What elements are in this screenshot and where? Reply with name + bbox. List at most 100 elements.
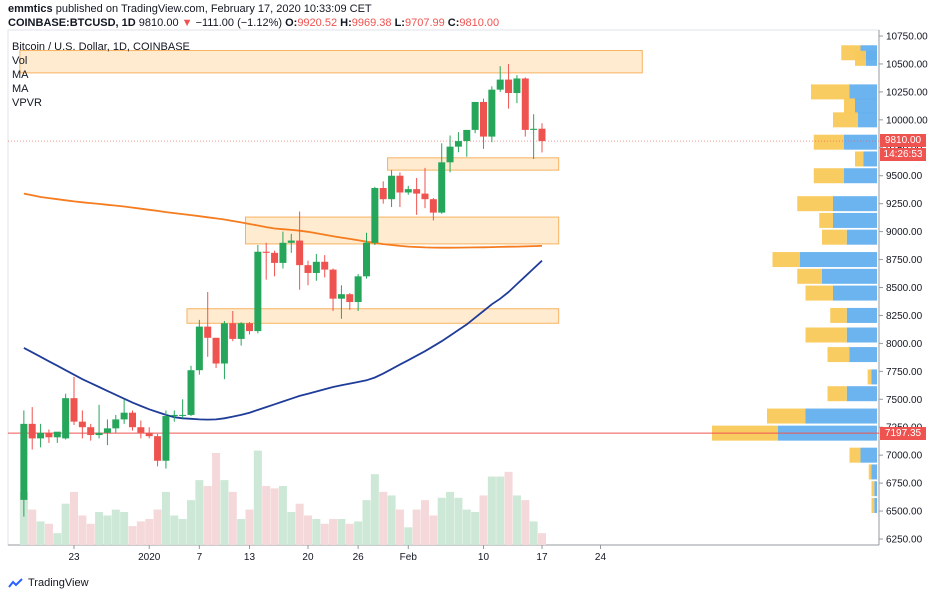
candle-body [454, 141, 462, 147]
y-tick-label: 6500.00 [886, 507, 923, 518]
volume-bar [420, 500, 429, 545]
change-label: −111.00 (−1.12%) [195, 17, 283, 29]
candle-body [312, 261, 320, 273]
volume-bar [437, 497, 446, 545]
volume-bar [36, 521, 45, 545]
candle-body [229, 323, 237, 339]
volume-bar [521, 500, 530, 545]
volume-bar [429, 515, 438, 545]
y-tick-label: 8250.00 [886, 311, 923, 322]
countdown-tag: 14:26:53 [880, 148, 926, 162]
vpvr-down-bar [849, 447, 861, 463]
candle-body [513, 78, 521, 94]
candle-body [187, 370, 195, 415]
vpvr-down-bar [855, 50, 866, 66]
vpvr-down-bar [830, 307, 847, 323]
vpvr-up-bar [849, 347, 877, 363]
volume-bar [345, 523, 354, 545]
vpvr-down-bar [813, 134, 844, 150]
vpvr-up-bar [844, 134, 877, 150]
vpvr-down-bar [867, 369, 872, 385]
vpvr-up-bar [833, 285, 877, 301]
volume-bar [537, 533, 546, 545]
candle-body [128, 412, 136, 428]
open-value: 9920.52 [297, 17, 338, 29]
candle-body [37, 432, 45, 439]
support-resistance-zone [387, 157, 560, 171]
vpvr-up-bar [846, 229, 877, 245]
volume-bar [295, 503, 304, 545]
vpvr-up-bar [857, 112, 877, 128]
volume-bar [312, 519, 321, 545]
candle-body [287, 240, 295, 243]
candle-body [296, 240, 304, 266]
vpvr-down-bar [819, 212, 833, 228]
x-tick-label: 23 [68, 552, 80, 563]
volume-bar [170, 515, 179, 545]
vpvr-down-bar [811, 84, 850, 100]
candle-body [145, 432, 153, 437]
volume-bar [120, 511, 129, 545]
legend-item-ma-2[interactable]: MA [12, 83, 29, 95]
candle-body [112, 419, 120, 429]
volume-bar [245, 509, 254, 545]
volume-bar [479, 495, 488, 545]
candle-body [95, 432, 103, 436]
publish-text: published on TradingView.com, February 1… [55, 3, 372, 15]
y-tick-label: 7750.00 [886, 367, 923, 378]
legend-item-vol[interactable]: Vol [12, 55, 28, 67]
volume-bar [136, 521, 145, 545]
volume-bar [195, 480, 204, 545]
volume-bar [161, 491, 170, 545]
down-arrow-icon: ▼ [181, 17, 193, 29]
volume-bar [471, 511, 480, 545]
y-tick-label: 10750.00 [886, 32, 928, 43]
candle-body [505, 79, 513, 94]
vpvr-up-bar [866, 50, 877, 66]
candle-body [20, 423, 28, 500]
volume-bar [354, 521, 363, 545]
vpvr-down-bar [844, 98, 855, 114]
candle-body [120, 412, 128, 420]
volume-bar [28, 509, 37, 545]
volume-bar [220, 480, 229, 545]
y-tick-label: 6250.00 [886, 535, 923, 546]
symbol-label: COINBASE:BTCUSD, 1D [8, 17, 136, 29]
candle-body [262, 251, 270, 253]
vpvr-up-bar [871, 369, 877, 385]
volume-bar [303, 515, 312, 545]
vpvr-down-bar [855, 151, 864, 167]
vpvr-up-bar [871, 464, 877, 480]
vpvr-up-bar [863, 151, 877, 167]
ohlc-bar: COINBASE:BTCUSD, 1D 9810.00 ▼ −111.00 (−… [8, 16, 499, 30]
legend-item-vpvr[interactable]: VPVR [12, 97, 42, 109]
candle-body [379, 188, 387, 200]
volume-bar [103, 515, 112, 545]
legend-item-ma-1[interactable]: MA [12, 69, 29, 81]
candle-body [321, 261, 329, 270]
volume-bar [61, 503, 70, 545]
footer-brand: TradingView [28, 577, 89, 589]
tradingview-logo-icon [8, 578, 23, 588]
candle-body [496, 79, 504, 90]
volume-bar [86, 523, 95, 545]
candle-body [87, 427, 95, 436]
close-value: 9810.00 [459, 17, 500, 29]
vpvr-up-bar [833, 212, 877, 228]
volume-bar [70, 491, 78, 545]
y-tick-label: 8750.00 [886, 255, 923, 266]
volume-bar [203, 486, 212, 545]
volume-bar [128, 526, 137, 545]
volume-bar [329, 519, 338, 545]
candle-body [137, 427, 145, 433]
candle-body [371, 188, 379, 243]
candle-body [245, 323, 253, 332]
candle-body [488, 89, 496, 137]
vpvr-down-bar [868, 464, 872, 480]
vpvr-up-bar [833, 196, 877, 212]
volume-bar [512, 495, 521, 545]
candle-body [413, 189, 421, 194]
high-key: H: [340, 17, 352, 29]
volume-bar [487, 476, 496, 545]
